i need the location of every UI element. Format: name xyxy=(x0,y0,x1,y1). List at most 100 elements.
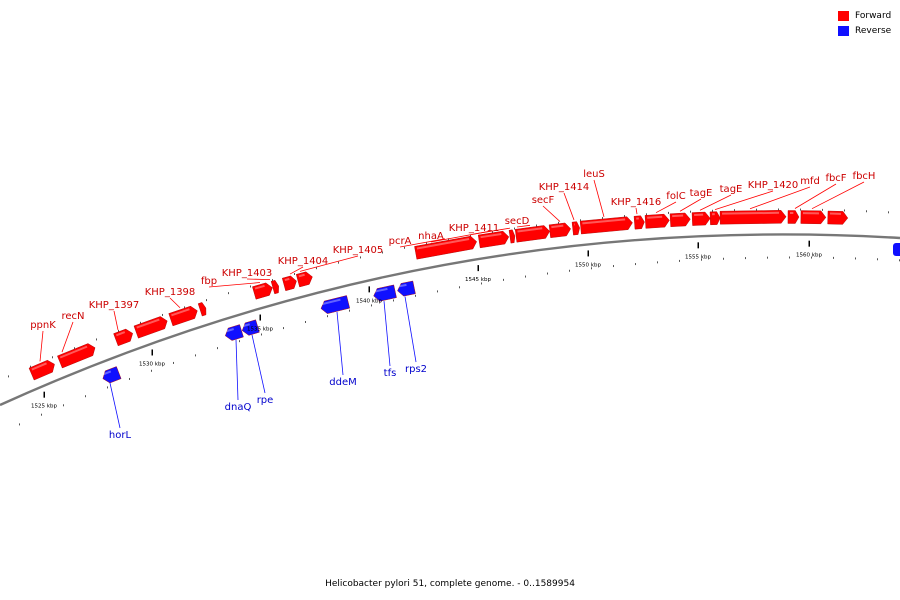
forward-gene-arrow[interactable] xyxy=(633,215,645,230)
reverse-gene-arrow[interactable] xyxy=(893,243,900,256)
forward-gene-arrow[interactable] xyxy=(787,210,800,224)
forward-gene-leader xyxy=(113,310,119,331)
minor-tick xyxy=(316,267,317,270)
forward-gene-leader xyxy=(542,205,561,222)
minor-tick xyxy=(250,285,251,288)
forward-gene-label[interactable]: nhaA xyxy=(418,231,444,242)
forward-gene-arrow[interactable] xyxy=(719,210,787,225)
kbp-label: 1535 kbp xyxy=(247,327,273,333)
reverse-gene-arrow[interactable] xyxy=(372,284,397,302)
reverse-gene-arrow[interactable] xyxy=(101,366,122,385)
forward-gene-leader xyxy=(635,207,638,215)
forward-gene-label[interactable]: tagE xyxy=(690,188,713,199)
minor-tick xyxy=(723,257,724,260)
forward-gene-arrow[interactable] xyxy=(197,302,208,317)
reverse-gene-arrow[interactable] xyxy=(319,295,350,315)
minor-tick xyxy=(85,395,86,398)
forward-gene-label[interactable]: secF xyxy=(532,195,555,206)
forward-gene-arrow[interactable] xyxy=(669,212,691,227)
forward-gene-label[interactable]: KHP_1397 xyxy=(89,300,140,311)
forward-gene-label[interactable]: pcrA xyxy=(389,236,412,247)
forward-gene-label[interactable]: secD xyxy=(505,216,530,227)
forward-gene-arrow[interactable] xyxy=(477,230,510,249)
forward-gene-leader xyxy=(169,297,181,309)
forward-gene-label[interactable]: fbcF xyxy=(825,173,846,184)
forward-gene-label[interactable]: fbp xyxy=(201,276,217,287)
minor-tick xyxy=(569,269,570,272)
minor-tick xyxy=(547,272,548,275)
reverse-gene-leader xyxy=(235,339,239,401)
reverse-gene-arrow[interactable] xyxy=(240,319,260,337)
forward-gene-label[interactable]: fbcH xyxy=(853,171,876,182)
minor-tick xyxy=(63,404,64,407)
minor-tick xyxy=(272,279,273,282)
forward-gene-label[interactable]: KHP_1411 xyxy=(449,223,500,234)
minor-tick xyxy=(41,413,42,416)
minor-tick xyxy=(8,375,9,378)
forward-gene-label[interactable]: KHP_1404 xyxy=(278,256,329,267)
forward-gene-label[interactable]: KHP_1420 xyxy=(748,180,799,191)
minor-tick xyxy=(701,258,702,261)
forward-gene-arrow[interactable] xyxy=(57,342,97,369)
minor-tick xyxy=(811,256,812,259)
forward-gene-label[interactable]: KHP_1403 xyxy=(222,268,273,279)
forward-gene-arrow[interactable] xyxy=(414,235,478,260)
forward-gene-label[interactable]: KHP_1414 xyxy=(539,182,590,193)
forward-gene-label[interactable]: ppnK xyxy=(30,320,56,331)
forward-gene-arrow[interactable] xyxy=(28,358,57,381)
kbp-label: 1530 kbp xyxy=(139,361,165,367)
reverse-gene-label[interactable]: rpe xyxy=(257,395,274,406)
minor-tick xyxy=(734,209,735,212)
minor-tick xyxy=(778,208,779,211)
reverse-gene-label[interactable]: dnaQ xyxy=(225,402,252,413)
forward-gene-label[interactable]: mfd xyxy=(800,176,820,187)
forward-gene-arrow[interactable] xyxy=(827,210,849,225)
minor-tick xyxy=(140,321,141,324)
forward-gene-arrow[interactable] xyxy=(548,222,571,238)
forward-gene-label[interactable]: KHP_1405 xyxy=(333,245,384,256)
forward-gene-arrow[interactable] xyxy=(644,213,670,229)
forward-gene-leader xyxy=(679,198,702,212)
reverse-gene-leader xyxy=(109,382,121,429)
reverse-gene-label[interactable]: ddeM xyxy=(329,377,356,388)
forward-gene-arrow[interactable] xyxy=(113,327,135,347)
legend: Forward Reverse xyxy=(838,8,891,38)
legend-reverse-label: Reverse xyxy=(855,25,892,36)
reverse-gene-arrow[interactable] xyxy=(223,324,244,342)
reverse-gene-label[interactable]: tfs xyxy=(384,368,397,379)
reverse-gene-arrow[interactable] xyxy=(396,280,416,297)
minor-tick xyxy=(371,304,372,307)
forward-gene-arrow[interactable] xyxy=(296,271,314,288)
forward-gene-leader xyxy=(289,266,304,275)
forward-gene-arrow[interactable] xyxy=(168,305,200,327)
forward-gene-arrow[interactable] xyxy=(133,315,169,339)
forward-gene-label[interactable]: KHP_1416 xyxy=(611,197,662,208)
forward-gene-leader xyxy=(749,186,811,210)
forward-gene-arrow[interactable] xyxy=(252,281,274,300)
forward-gene-arrow[interactable] xyxy=(281,275,298,291)
reverse-gene-label[interactable]: horL xyxy=(109,430,132,441)
minor-tick xyxy=(844,209,845,212)
reverse-gene-label[interactable]: rps2 xyxy=(405,364,427,375)
minor-tick xyxy=(591,267,592,270)
minor-tick xyxy=(503,278,504,281)
forward-gene-arrow[interactable] xyxy=(800,210,827,225)
forward-gene-arrow[interactable] xyxy=(514,225,550,243)
forward-gene-label[interactable]: leuS xyxy=(583,169,605,180)
reverse-gene-leader xyxy=(383,301,391,367)
forward-gene-arrow[interactable] xyxy=(508,229,516,244)
forward-gene-label[interactable]: recN xyxy=(61,311,84,322)
forward-gene-leader xyxy=(399,238,446,248)
forward-gene-label[interactable]: folC xyxy=(666,191,685,202)
forward-gene-arrow[interactable] xyxy=(691,211,711,226)
reverse-genes: horL dnaQ rpe ddeM tfs rps2 xyxy=(101,243,900,441)
forward-gene-label[interactable]: tagE xyxy=(720,184,743,195)
minor-tick xyxy=(327,315,328,318)
minor-tick xyxy=(635,263,636,266)
forward-gene-arrow[interactable] xyxy=(579,216,633,235)
forward-gene-arrow[interactable] xyxy=(709,211,721,226)
forward-gene-arrow[interactable] xyxy=(571,221,580,236)
forward-gene-label[interactable]: KHP_1398 xyxy=(145,287,196,298)
forward-gene-arrow[interactable] xyxy=(270,280,280,295)
